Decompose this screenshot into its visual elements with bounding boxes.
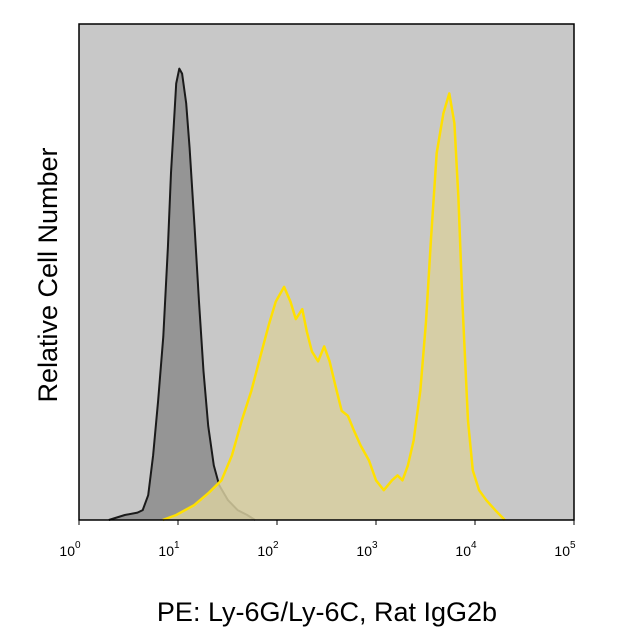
x-tick-base: 10: [158, 543, 174, 559]
x-tick-label: 105: [554, 540, 576, 559]
isotype-histogram-fill: [108, 68, 255, 520]
x-tick-exponent: 5: [570, 540, 576, 551]
stained-histogram-line: [162, 92, 506, 522]
x-tick-exponent: 1: [174, 540, 180, 551]
x-axis-label: PE: Ly-6G/Ly-6C, Rat IgG2b: [157, 597, 497, 627]
x-tick-exponent: 2: [273, 540, 279, 551]
x-axis-ticks: 100 101 102 103 104 105: [59, 520, 576, 559]
y-axis-label: Relative Cell Number: [33, 147, 63, 402]
x-tick-label: 100: [59, 540, 81, 559]
x-tick-label: 101: [158, 540, 180, 559]
x-tick-base: 10: [59, 543, 75, 559]
x-tick-label: 102: [257, 540, 279, 559]
stained-histogram-fill: [162, 93, 505, 521]
series-layer: [108, 67, 506, 522]
plot-frame: [78, 23, 575, 521]
x-tick-exponent: 3: [372, 540, 378, 551]
x-tick-label: 104: [455, 540, 477, 559]
x-tick-base: 10: [455, 543, 471, 559]
x-tick-base: 10: [257, 543, 273, 559]
x-tick-base: 10: [554, 543, 570, 559]
x-tick-exponent: 0: [75, 540, 81, 551]
x-tick-label: 103: [356, 540, 378, 559]
x-tick-exponent: 4: [471, 540, 477, 551]
x-tick-base: 10: [356, 543, 372, 559]
